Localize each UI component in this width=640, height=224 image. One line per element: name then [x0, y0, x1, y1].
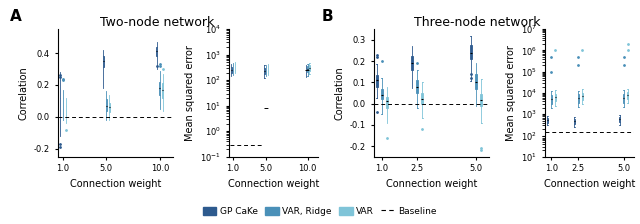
- PathPatch shape: [411, 56, 413, 69]
- PathPatch shape: [582, 93, 583, 100]
- PathPatch shape: [574, 119, 575, 124]
- PathPatch shape: [578, 95, 579, 103]
- PathPatch shape: [102, 56, 104, 67]
- PathPatch shape: [65, 106, 67, 115]
- Y-axis label: Mean squared error: Mean squared error: [506, 45, 516, 141]
- Y-axis label: Correlation: Correlation: [19, 66, 28, 120]
- PathPatch shape: [156, 47, 157, 56]
- Text: Two-node network: Two-node network: [100, 16, 214, 29]
- X-axis label: Connection weight: Connection weight: [543, 179, 635, 189]
- PathPatch shape: [386, 97, 388, 108]
- Text: B: B: [321, 9, 333, 24]
- PathPatch shape: [376, 75, 378, 86]
- PathPatch shape: [422, 93, 423, 103]
- X-axis label: Connection weight: Connection weight: [385, 179, 477, 189]
- PathPatch shape: [480, 94, 482, 106]
- PathPatch shape: [381, 89, 383, 99]
- Text: A: A: [10, 9, 21, 24]
- PathPatch shape: [555, 94, 556, 101]
- PathPatch shape: [475, 74, 477, 89]
- Y-axis label: Correlation: Correlation: [334, 66, 344, 120]
- Legend: GP CaKe, VAR, Ridge, VAR, Baseline: GP CaKe, VAR, Ridge, VAR, Baseline: [199, 203, 441, 220]
- PathPatch shape: [627, 92, 628, 99]
- PathPatch shape: [550, 95, 552, 104]
- Text: Three-node network: Three-node network: [413, 16, 540, 29]
- X-axis label: Connection weight: Connection weight: [70, 179, 161, 189]
- PathPatch shape: [417, 80, 418, 93]
- Y-axis label: Mean squared error: Mean squared error: [185, 45, 195, 141]
- PathPatch shape: [619, 117, 620, 122]
- X-axis label: Connection weight: Connection weight: [228, 179, 319, 189]
- PathPatch shape: [547, 118, 548, 123]
- PathPatch shape: [470, 45, 472, 59]
- PathPatch shape: [159, 82, 161, 95]
- PathPatch shape: [623, 94, 624, 103]
